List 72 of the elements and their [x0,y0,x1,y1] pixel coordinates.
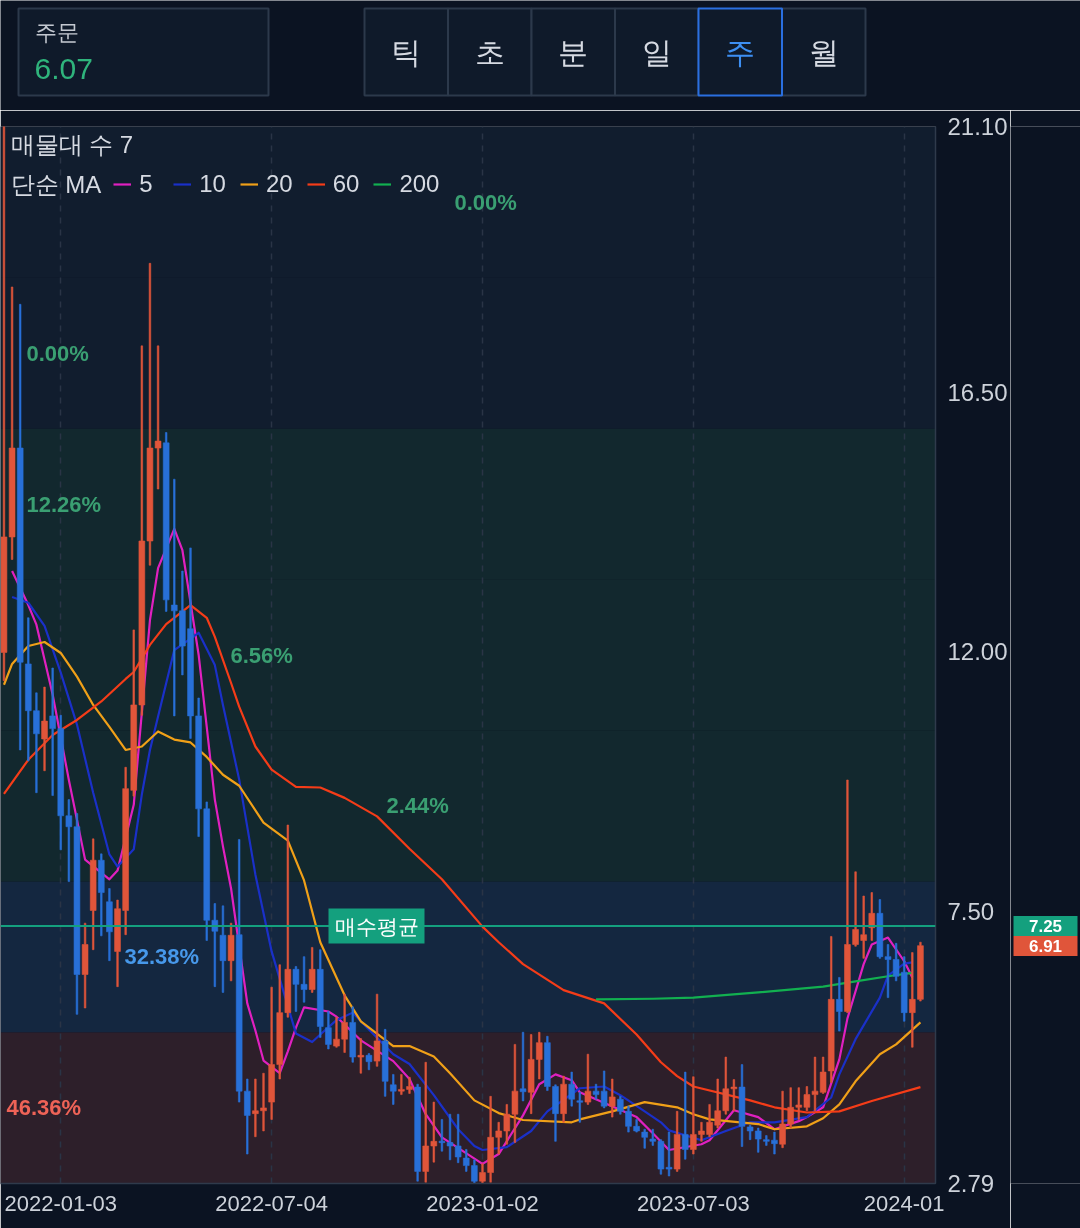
candlestick [414,1083,421,1182]
candlestick [106,888,113,961]
x-tick-label: 2023-07-03 [637,1190,750,1216]
line-series [594,971,914,1001]
candlestick [836,977,843,1032]
legend-label: 60 [332,170,360,198]
candlestick [219,905,227,993]
candlestick [98,853,105,937]
annotation: 매물대 수 7 [10,130,134,158]
text: 월 [808,36,839,69]
legend-label: 10 [199,170,226,198]
candlestick [682,1071,689,1160]
candlestick [162,432,170,612]
text: 초 [474,36,505,69]
candlestick [868,892,875,941]
candlestick [65,799,73,882]
candlestick [41,686,48,772]
candlestick [519,1031,527,1102]
candlestick [373,993,381,1067]
text: 분 [558,36,589,69]
band-label: 0.00% [26,340,89,366]
text: 6.07 [34,51,93,85]
y-tick-label: 12.00 [947,638,1008,666]
text: 주문 [34,20,79,45]
candlestick [16,304,24,751]
x-tick-label: 2023-01-02 [426,1190,539,1216]
candlestick [738,1064,746,1147]
ref-line-label: 매수평균 [334,914,419,938]
candlestick [511,1044,519,1143]
candlestick [227,922,235,982]
y-tick-label: 21.10 [947,113,1008,140]
y-tick-label: 2.79 [947,1170,995,1197]
legend-label: 20 [265,170,293,198]
candlestick [584,1053,592,1105]
text: 7.25 [1028,917,1063,937]
band-label: 46.36% [6,1095,82,1121]
candlestick [325,1011,332,1050]
candlestick [560,1075,567,1123]
band-label: 0.00% [454,189,517,215]
x-tick-label: 2024-01 [863,1190,945,1216]
y-tick-label: 7.50 [947,898,995,926]
band-label: 2.44% [386,793,449,819]
candlestick [317,949,324,1038]
candlestick [576,1091,584,1123]
x-tick-label: 2022-07-04 [215,1190,328,1216]
candlestick [568,1071,575,1107]
text: 6.91 [1028,937,1063,957]
candlestick [390,1074,397,1105]
candlestick [349,1006,356,1063]
candlestick [81,922,89,1009]
text: 주 [725,36,756,69]
candlestick [673,1111,681,1172]
band-label: 32.38% [124,944,200,970]
x-tick-label: 2022-01-03 [4,1190,118,1216]
candlestick [365,1053,373,1071]
candlestick [308,947,316,993]
legend-label: 5 [139,170,154,198]
candlestick [828,936,835,1083]
candlestick [609,1078,616,1118]
candlestick [876,899,884,959]
candlestick [357,1038,365,1074]
legend-title: 단순 MA [10,171,102,198]
legend-label: 200 [399,170,440,198]
y-tick-label: 16.50 [947,378,1008,406]
band-label: 6.56% [230,642,293,668]
candlestick [73,813,81,1015]
candlestick [89,838,97,950]
candlestick [641,1128,648,1149]
candlestick [381,1029,389,1097]
text: 일 [641,36,672,69]
text: 틱 [391,36,422,69]
band-label: 12.26% [26,491,102,517]
